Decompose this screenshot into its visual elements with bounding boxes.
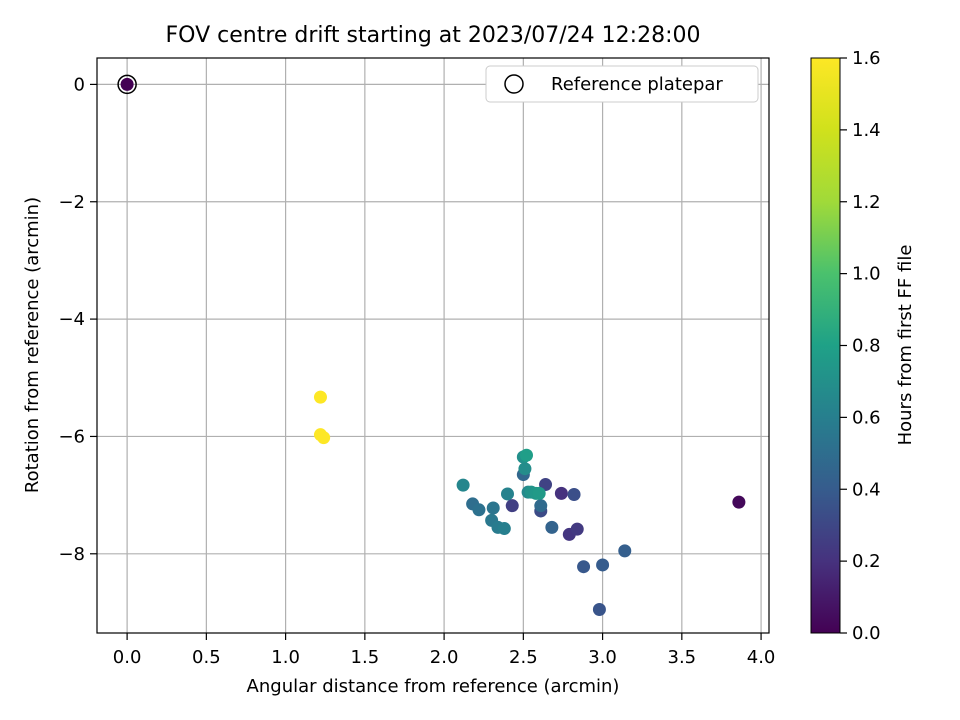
data-point [732, 496, 745, 509]
data-point [533, 487, 546, 500]
colorbar-tick-label: 0.6 [852, 407, 881, 428]
colorbar-tick-label: 0.0 [852, 623, 881, 644]
x-tick-label: 1.0 [271, 647, 300, 668]
data-point [618, 544, 631, 557]
colorbar-tick-label: 1.0 [852, 264, 881, 285]
x-tick-label: 0.0 [113, 647, 142, 668]
colorbar: 0.0 0.2 0.4 0.6 0.8 1.0 1.2 1.4 1.6 Hours from f… [811, 48, 916, 644]
colorbar-ticks: 0.0 0.2 0.4 0.6 0.8 1.0 1.2 1.4 1.6 [840, 48, 881, 644]
colorbar-label: Hours from first FF file [895, 245, 916, 446]
colorbar-tick-label: 0.4 [852, 479, 881, 500]
colorbar-tick-label: 1.2 [852, 192, 881, 213]
y-tick-label: −4 [58, 309, 85, 330]
data-point [545, 521, 558, 534]
x-tick-label: 2.5 [509, 647, 538, 668]
colorbar-tick-label: 1.4 [852, 120, 881, 141]
legend-entry-label: Reference platepar [551, 74, 723, 95]
plot-area-frame [97, 58, 769, 633]
x-tick-label: 3.0 [588, 647, 617, 668]
y-tick-label: −2 [58, 192, 85, 213]
data-point [472, 503, 485, 516]
y-tick-label: −6 [58, 426, 85, 447]
data-point [501, 487, 514, 500]
data-point [520, 449, 533, 462]
chart-title: FOV centre drift starting at 2023/07/24 … [166, 23, 701, 48]
legend: Reference platepar [486, 66, 758, 102]
data-point [457, 479, 470, 492]
data-point [518, 462, 531, 475]
x-tick-label: 3.5 [668, 647, 697, 668]
grid-lines [97, 58, 769, 633]
data-points [118, 75, 745, 616]
data-point [317, 431, 330, 444]
data-point [596, 558, 609, 571]
data-point [571, 523, 584, 536]
x-tick-label: 4.0 [747, 647, 776, 668]
y-axis-ticks: 0 −2 −4 −6 −8 [58, 74, 97, 564]
y-axis-label: Rotation from reference (arcmin) [22, 197, 43, 493]
colorbar-tick-label: 0.8 [852, 336, 881, 357]
data-point [487, 502, 500, 515]
data-point [593, 603, 606, 616]
data-point [577, 560, 590, 573]
data-point [568, 488, 581, 501]
colorbar-tick-label: 1.6 [852, 48, 881, 69]
data-point [498, 522, 511, 535]
colorbar-tick-label: 0.2 [852, 551, 881, 572]
x-axis-label: Angular distance from reference (arcmin) [247, 676, 620, 697]
data-point [121, 78, 134, 91]
x-tick-label: 2.0 [430, 647, 459, 668]
x-tick-label: 0.5 [192, 647, 221, 668]
x-tick-label: 1.5 [351, 647, 380, 668]
colorbar-gradient [811, 58, 840, 633]
y-tick-label: −8 [58, 544, 85, 565]
data-point [534, 499, 547, 512]
data-point [314, 391, 327, 404]
data-point [506, 499, 519, 512]
y-tick-label: 0 [74, 74, 85, 95]
data-point [555, 487, 568, 500]
x-axis-ticks: 0.0 0.5 1.0 1.5 2.0 2.5 3.0 3.5 4.0 [113, 633, 776, 668]
